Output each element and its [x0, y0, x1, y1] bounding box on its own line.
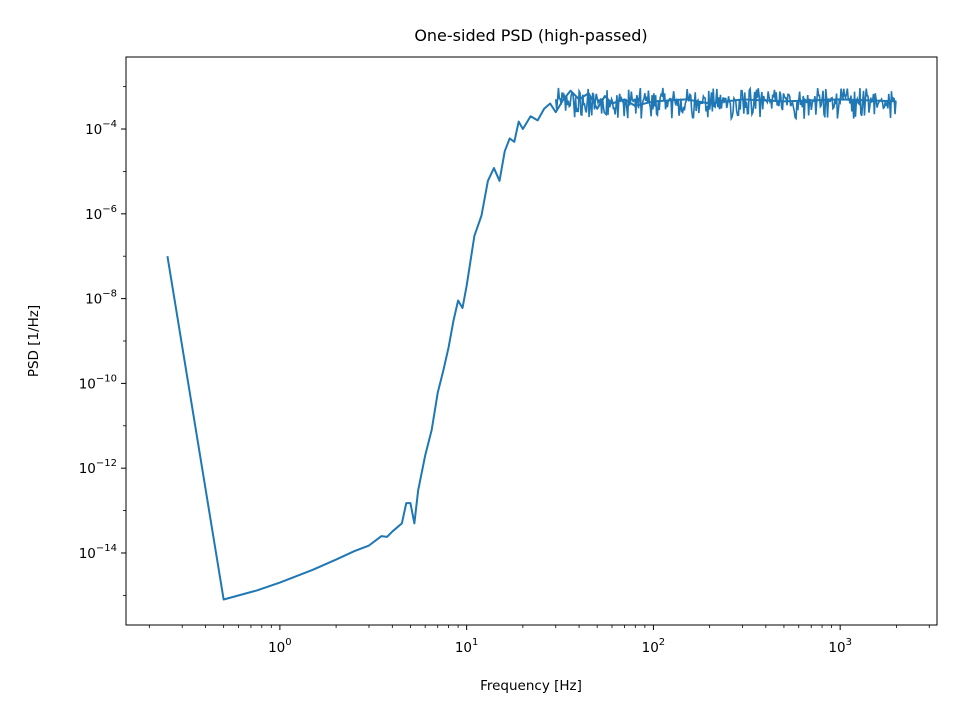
- x-tick-label: 100: [268, 637, 292, 656]
- y-tick-label: 10−8: [85, 289, 117, 308]
- plot-area: [125, 56, 938, 626]
- y-tick-label: 10−10: [79, 373, 117, 392]
- y-tick-label: 10−6: [85, 204, 117, 223]
- psd-line: [166, 89, 897, 601]
- x-tick-label: 103: [828, 637, 852, 656]
- y-tick-label: 10−4: [85, 119, 117, 138]
- y-axis-label: PSD [1/Hz]: [26, 305, 42, 377]
- y-tick-label: 10−14: [79, 543, 117, 562]
- chart-title: One-sided PSD (high-passed): [414, 26, 647, 45]
- x-tick-label: 101: [455, 637, 479, 656]
- x-tick-label: 102: [642, 637, 666, 656]
- psd-noise-band: [554, 86, 897, 122]
- y-axis: 10−14 10−12 10−10 10−8 10−6 10−4: [79, 86, 126, 596]
- x-axis: 100 101 102 103: [148, 625, 930, 656]
- plot-frame: [125, 56, 938, 626]
- y-tick-label: 10−12: [79, 458, 117, 477]
- x-axis-label: Frequency [Hz]: [480, 678, 582, 694]
- series-layer: [166, 86, 897, 601]
